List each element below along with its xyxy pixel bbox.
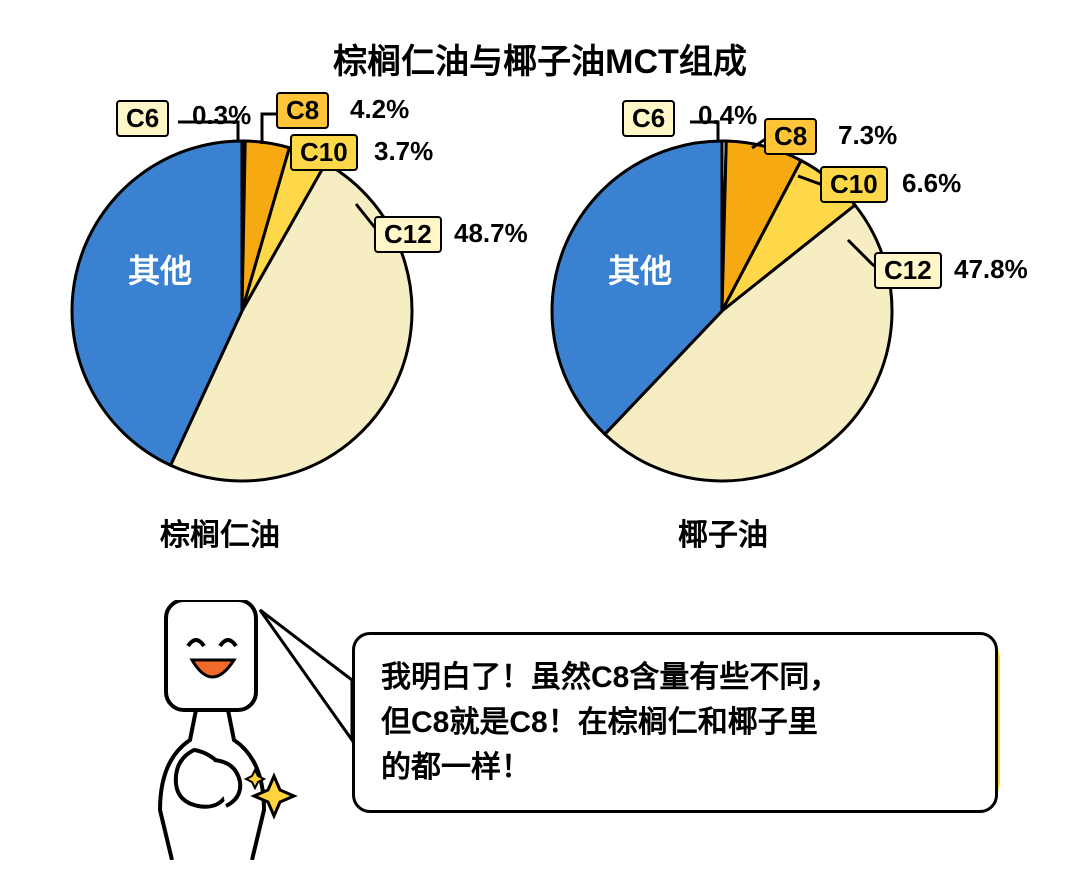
pct-coconut-C6: 0.4%: [698, 100, 757, 131]
badge-palm-C12: C12: [374, 216, 442, 253]
pct-palm-C6: 0.3%: [192, 100, 251, 131]
speech-line-2: 的都一样！: [381, 745, 969, 790]
pct-coconut-C8: 7.3%: [838, 120, 897, 151]
speech-bubble: 我明白了！虽然C8含量有些不同，但C8就是C8！在棕榈仁和椰子里的都一样！: [352, 632, 998, 813]
pct-palm-C10: 3.7%: [374, 136, 433, 167]
pct-palm-C12: 48.7%: [454, 218, 528, 249]
other-label-coconut: 其他: [608, 246, 672, 292]
badge-coconut-C6: C6: [622, 100, 675, 137]
badge-palm-C6: C6: [116, 100, 169, 137]
badge-coconut-C10: C10: [820, 166, 888, 203]
speech-line-1: 但C8就是C8！在棕榈仁和椰子里: [381, 700, 969, 745]
pct-palm-C8: 4.2%: [350, 94, 409, 125]
badge-coconut-C12: C12: [874, 252, 942, 289]
other-label-palm: 其他: [128, 246, 192, 292]
pct-coconut-C10: 6.6%: [902, 168, 961, 199]
speech-line-0: 我明白了！虽然C8含量有些不同，: [381, 655, 969, 700]
pie-name-palm: 棕榈仁油: [160, 510, 280, 554]
badge-palm-C8: C8: [276, 92, 329, 129]
pie-name-coconut: 椰子油: [678, 510, 768, 554]
badge-palm-C10: C10: [290, 134, 358, 171]
pct-coconut-C12: 47.8%: [954, 254, 1028, 285]
badge-coconut-C8: C8: [764, 118, 817, 155]
